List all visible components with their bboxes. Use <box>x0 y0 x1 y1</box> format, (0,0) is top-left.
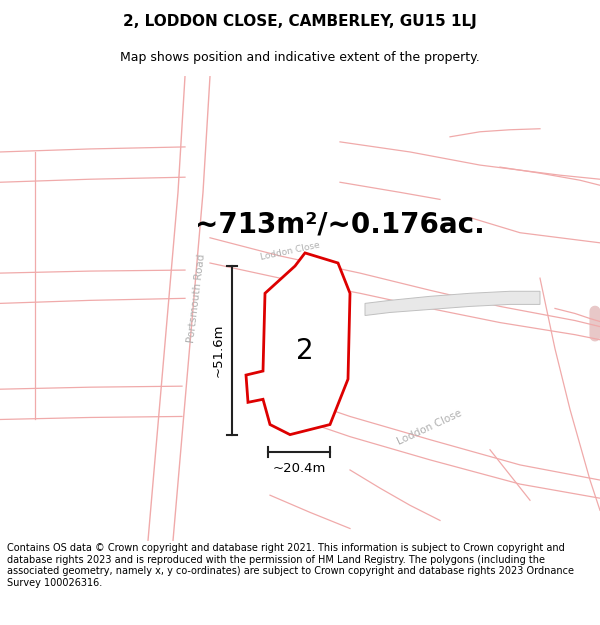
Bar <box>508 0 600 11</box>
Text: Loddon Close: Loddon Close <box>396 408 464 447</box>
Polygon shape <box>365 291 540 316</box>
Bar <box>58 0 181 14</box>
Text: Portsmouth Road: Portsmouth Road <box>185 253 206 343</box>
Text: ~713m²/~0.176ac.: ~713m²/~0.176ac. <box>195 211 485 239</box>
Bar <box>347 0 466 18</box>
Text: ~20.4m: ~20.4m <box>272 462 326 475</box>
Text: Loddon Close: Loddon Close <box>260 240 321 262</box>
Bar <box>473 0 535 14</box>
Text: Map shows position and indicative extent of the property.: Map shows position and indicative extent… <box>120 51 480 64</box>
Text: 2, LODDON CLOSE, CAMBERLEY, GU15 1LJ: 2, LODDON CLOSE, CAMBERLEY, GU15 1LJ <box>123 14 477 29</box>
Text: 2: 2 <box>296 337 314 365</box>
Text: Contains OS data © Crown copyright and database right 2021. This information is : Contains OS data © Crown copyright and d… <box>7 543 574 588</box>
Polygon shape <box>246 253 350 434</box>
Text: ~51.6m: ~51.6m <box>212 324 225 377</box>
